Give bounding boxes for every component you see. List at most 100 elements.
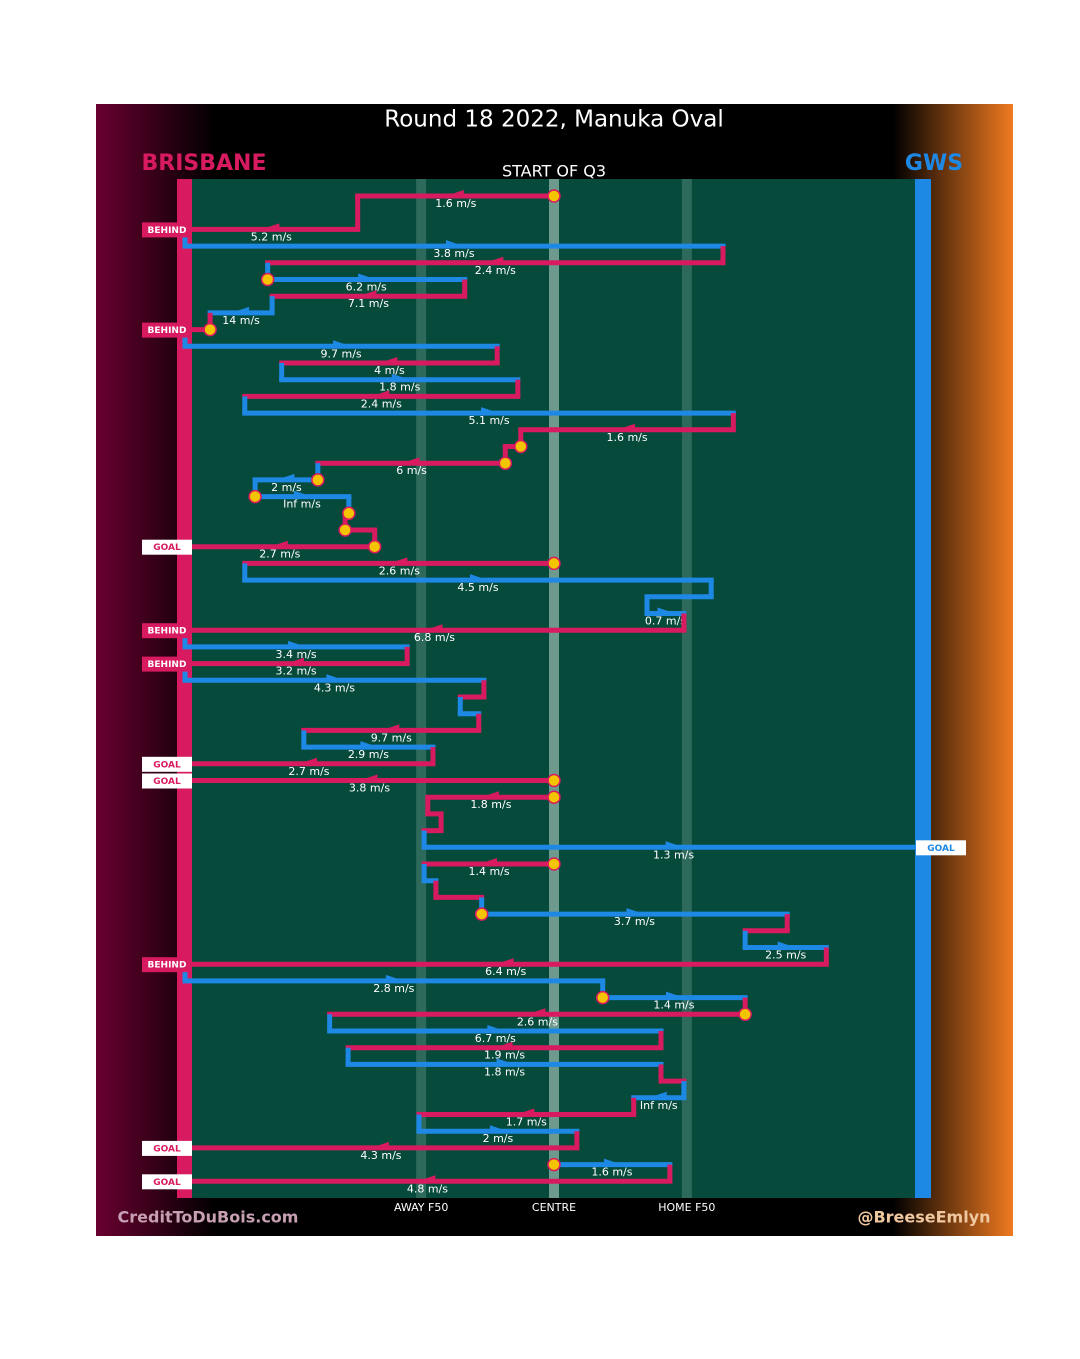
speed-label: 6 m/s [396, 464, 427, 477]
arrow [626, 908, 645, 917]
arrow [657, 607, 676, 616]
speed-label: 5.1 m/s [468, 414, 509, 427]
arrow [479, 858, 498, 866]
speed-label: 6.2 m/s [346, 281, 387, 294]
stoppage [595, 990, 610, 1005]
stoppage [260, 272, 275, 287]
arrow [527, 1008, 546, 1017]
outcome-label: GOAL [153, 760, 181, 770]
outcome-label: BEHIND [148, 326, 187, 336]
speed-label: 3.8 m/s [433, 247, 474, 260]
outcome-box [142, 322, 192, 338]
arrow [379, 357, 398, 365]
arrow [391, 373, 410, 382]
speed-label: 4.8 m/s [407, 1182, 448, 1195]
speed-label: 1.7 m/s [506, 1116, 547, 1129]
speed-label: 2.9 m/s [348, 748, 389, 761]
arrow [446, 240, 465, 249]
stoppage [547, 790, 561, 804]
outcome-box [142, 773, 192, 789]
speed-label: Inf m/s [640, 1099, 678, 1112]
outcome-box [142, 1174, 192, 1190]
outcome-label: BEHIND [148, 961, 187, 971]
speed-label: 1.6 m/s [591, 1166, 632, 1179]
outcome-box [142, 656, 192, 672]
speed-label: 1.6 m/s [606, 431, 647, 444]
speed-label: 1.8 m/s [379, 381, 420, 394]
x-tick-label: AWAY F50 [394, 1201, 448, 1214]
arrow [648, 1091, 667, 1100]
speed-label: 4.3 m/s [314, 681, 355, 694]
plot: AWAY F50 CENTRE HOME F50 1.6 m/s 5.2 m/s 3.8 … [142, 179, 966, 1214]
speed-label: 6.4 m/s [485, 965, 526, 978]
arrow [617, 423, 636, 432]
arrow [401, 457, 420, 466]
arrow [777, 941, 796, 950]
stoppage [342, 506, 356, 521]
outcome-label: BEHIND [148, 627, 187, 637]
stoppage [248, 489, 262, 504]
stoppage [498, 456, 513, 470]
arrow [489, 1125, 508, 1134]
speed-label: 1.8 m/s [484, 1065, 525, 1078]
outcome-box [142, 539, 192, 555]
outcome-box [916, 840, 966, 856]
outcome-label: BEHIND [148, 226, 187, 236]
speed-label: 2.8 m/s [373, 982, 414, 995]
field-marker [681, 179, 692, 1198]
outcome-label: GOAL [153, 777, 181, 787]
arrow [298, 757, 317, 766]
credit: CreditToDuBois.com [118, 1208, 299, 1227]
arrow [495, 958, 514, 967]
arrow [389, 557, 408, 566]
stoppage [547, 857, 561, 871]
arrow [469, 574, 488, 583]
outcome-label: GOAL [153, 543, 181, 553]
speed-label: 0.7 m/s [645, 615, 686, 628]
stoppage [311, 473, 325, 487]
stoppage [203, 322, 217, 337]
field-marker [416, 179, 427, 1198]
outcome-box [142, 1140, 192, 1156]
outcome-box [142, 222, 192, 238]
arrow [358, 290, 377, 299]
arrow [385, 974, 404, 983]
stoppage [547, 773, 561, 788]
outcome-label: GOAL [927, 844, 955, 854]
arrow [516, 1108, 535, 1117]
speed-label: 9.7 m/s [371, 731, 412, 744]
outcome-box [142, 957, 192, 973]
arrow [288, 640, 307, 649]
home-team: BRISBANE [142, 151, 267, 176]
speed-label: 6.8 m/s [414, 631, 455, 644]
credit: @BreeseEmlyn [857, 1208, 990, 1227]
arrow [358, 273, 377, 282]
subtitle: START OF Q3 [502, 162, 606, 181]
speed-label: 7.1 m/s [348, 297, 389, 310]
chart-title: Round 18 2022, Manuka Oval [384, 107, 723, 133]
speed-label: 4.3 m/s [360, 1149, 401, 1162]
arrow [417, 1175, 436, 1184]
arrow [480, 791, 499, 800]
outcome-label: GOAL [153, 1144, 181, 1154]
arrow [333, 340, 352, 349]
speed-label: 1.4 m/s [653, 999, 694, 1012]
goal-line [177, 179, 192, 1198]
outcome-label: GOAL [153, 1178, 181, 1188]
arrow [360, 741, 379, 750]
speed-label: 2.6 m/s [517, 1015, 558, 1028]
arrow [424, 624, 443, 633]
speed-label: Inf m/s [283, 498, 321, 511]
speed-label: 1.9 m/s [484, 1049, 525, 1062]
speed-label: 2 m/s [483, 1132, 514, 1145]
arrow [496, 1058, 515, 1067]
speed-label: 1.3 m/s [653, 848, 694, 861]
arrow [445, 190, 464, 198]
arrow [381, 724, 400, 733]
speed-label: 1.8 m/s [470, 798, 511, 811]
stoppage [474, 907, 489, 921]
speed-label: 3.4 m/s [275, 648, 316, 661]
speed-label: 3.8 m/s [349, 782, 390, 795]
